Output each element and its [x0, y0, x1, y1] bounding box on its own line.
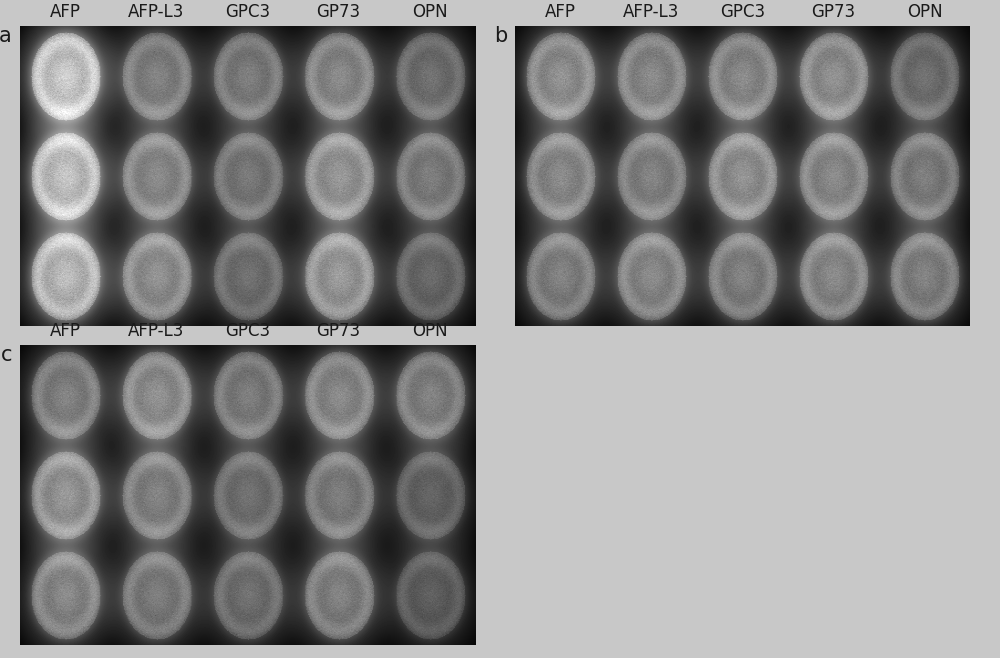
Text: GPC3: GPC3: [225, 322, 270, 340]
Text: AFP-L3: AFP-L3: [623, 3, 680, 21]
Text: OPN: OPN: [412, 3, 447, 21]
Text: AFP-L3: AFP-L3: [128, 3, 185, 21]
Text: GP73: GP73: [316, 322, 361, 340]
Text: AFP: AFP: [50, 3, 81, 21]
Text: GPC3: GPC3: [225, 3, 270, 21]
Text: AFP-L3: AFP-L3: [128, 322, 185, 340]
Text: AFP: AFP: [50, 322, 81, 340]
Text: GP73: GP73: [316, 3, 361, 21]
Text: b: b: [494, 26, 507, 46]
Text: OPN: OPN: [412, 322, 447, 340]
Text: GPC3: GPC3: [720, 3, 765, 21]
Text: OPN: OPN: [907, 3, 942, 21]
Text: c: c: [0, 345, 12, 365]
Text: AFP: AFP: [545, 3, 576, 21]
Text: a: a: [0, 26, 12, 46]
Text: GP73: GP73: [811, 3, 856, 21]
